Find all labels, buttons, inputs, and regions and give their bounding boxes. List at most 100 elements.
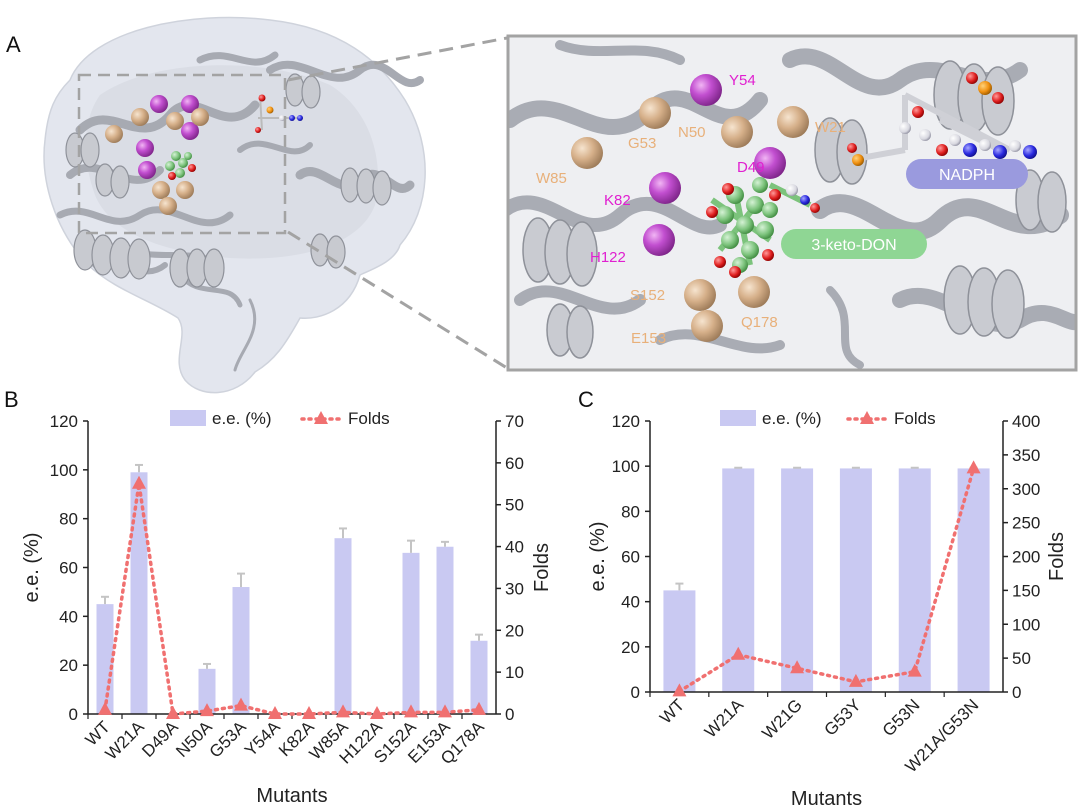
folds-line — [677, 466, 976, 694]
x-tick-label: G53N — [879, 695, 924, 740]
panel-a: A — [6, 16, 508, 394]
folds-point — [472, 701, 486, 715]
y-tick-label-right: 50 — [1012, 649, 1031, 668]
x-tick-label: G53A — [206, 717, 251, 762]
chart-b: 020406080100120010203040506070WTW21AD49A… — [21, 409, 553, 807]
x-tick-label: W21A — [102, 717, 149, 764]
zoom-border — [506, 34, 1078, 372]
y-axis-title-right: Folds — [531, 543, 553, 592]
x-axis-title: Mutants — [791, 788, 862, 807]
ligand-pill-label: 3-keto-DON — [811, 237, 896, 254]
residue-label-q178: Q178 — [741, 314, 778, 331]
y-tick-label-right: 250 — [1012, 514, 1040, 533]
zoom-panel: Y54 D49 K82 H122 G53 N50 W21 W85 S152 E1… — [506, 34, 1078, 372]
bar-g53n — [898, 468, 931, 692]
y-tick-label-right: 20 — [505, 621, 524, 640]
bar-g53y — [839, 468, 872, 692]
folds-point — [302, 706, 316, 719]
legend-marker-folds — [860, 411, 874, 424]
bar-g53a — [232, 587, 250, 714]
legend-swatch-ee — [170, 410, 206, 426]
y-tick-label-right: 10 — [505, 663, 524, 682]
legend-label-folds: Folds — [348, 409, 390, 428]
x-tick-label: D49A — [138, 717, 182, 761]
y-tick-label-right: 400 — [1012, 412, 1040, 431]
y-tick-label-right: 100 — [1012, 615, 1040, 634]
legend-label-ee: e.e. (%) — [762, 409, 822, 428]
y-tick-label-right: 350 — [1012, 446, 1040, 465]
helix-coils — [65, 73, 392, 288]
y-axis-title-left: e.e. (%) — [21, 532, 43, 602]
folds-point — [966, 460, 981, 474]
x-tick-label: W21G — [758, 695, 806, 743]
legend-marker-folds — [314, 411, 328, 424]
y-tick-label-right: 30 — [505, 579, 524, 598]
y-tick-label-right: 150 — [1012, 581, 1040, 600]
panel-b-label: B — [4, 387, 19, 412]
residue-label-w21: W21 — [815, 119, 846, 136]
residue-label-w85: W85 — [536, 170, 567, 187]
bar-w85a — [334, 538, 352, 714]
folds-point — [907, 663, 922, 677]
zoom-residues — [571, 74, 809, 342]
x-tick-label: G53Y — [821, 695, 865, 739]
folds-point — [672, 683, 687, 697]
y-tick-label-left: 40 — [621, 593, 640, 612]
folds-point — [234, 697, 248, 711]
folds-point — [370, 706, 384, 719]
folds-point — [166, 706, 180, 719]
y-tick-label-right: 70 — [505, 412, 524, 431]
y-tick-label-left: 20 — [59, 656, 78, 675]
y-tick-label-right: 0 — [505, 705, 514, 724]
zoom-connector-top — [287, 36, 508, 82]
folds-point — [731, 646, 746, 660]
folds-point — [200, 703, 214, 717]
residue-label-h122: H122 — [590, 249, 626, 266]
bar-q178a — [470, 640, 488, 714]
panel-c-label: C — [578, 387, 594, 412]
y-axis-title-left: e.e. (%) — [587, 521, 609, 591]
legend-label-folds: Folds — [894, 409, 936, 428]
ligand-pill — [781, 229, 927, 259]
y-tick-label-right: 300 — [1012, 480, 1040, 499]
y-tick-label-right: 40 — [505, 538, 524, 557]
cofactor-atoms — [847, 72, 1037, 166]
overview-cofactor — [255, 94, 303, 133]
y-tick-label-right: 60 — [505, 454, 524, 473]
y-axis-title-right: Folds — [1046, 532, 1068, 581]
bar-w21g — [781, 468, 814, 692]
bar-n50a — [198, 668, 216, 714]
ligand-atoms — [706, 177, 820, 278]
bar-s152a — [402, 552, 420, 714]
y-tick-label-left: 80 — [59, 510, 78, 529]
residue-label-n50: N50 — [678, 124, 706, 141]
y-tick-label-right: 200 — [1012, 548, 1040, 567]
folds-point — [98, 701, 112, 715]
legend-label-ee: e.e. (%) — [212, 409, 272, 428]
folds-point — [790, 660, 805, 674]
x-tick-label: W21A — [701, 695, 748, 742]
y-tick-label-left: 60 — [621, 548, 640, 567]
chart-c: 0 20 40 60 80 100 120 0 50 100 150 200 250 300 350 400 W… — [587, 409, 1068, 810]
residue-label-e153: E153 — [631, 330, 666, 347]
y-tick-label-left: 120 — [612, 412, 640, 431]
panel-a-label: A — [6, 32, 21, 57]
y-tick-label-left: 0 — [69, 705, 78, 724]
panel-c: C 0 20 40 60 80 100 120 0 50 100 150 200 250 300 350 40… — [578, 387, 1068, 810]
y-tick-label-left: 60 — [59, 559, 78, 578]
cofactor-pill — [906, 159, 1028, 189]
residue-labels: Y54 D49 K82 H122 G53 N50 W21 W85 S152 E1… — [536, 72, 846, 347]
bar-w21a — [130, 472, 148, 714]
folds-point — [404, 704, 418, 718]
y-tick-label-left: 80 — [621, 502, 640, 521]
y-tick-label-left: 40 — [59, 607, 78, 626]
y-tick-label-left: 20 — [621, 638, 640, 657]
residue-label-s152: S152 — [630, 287, 665, 304]
y-tick-label-left: 100 — [612, 457, 640, 476]
x-tick-label: Y54A — [241, 717, 284, 760]
folds-point — [848, 673, 863, 687]
cofactor-pill-label: NADPH — [939, 167, 995, 184]
residue-label-d49: D49 — [737, 159, 765, 176]
